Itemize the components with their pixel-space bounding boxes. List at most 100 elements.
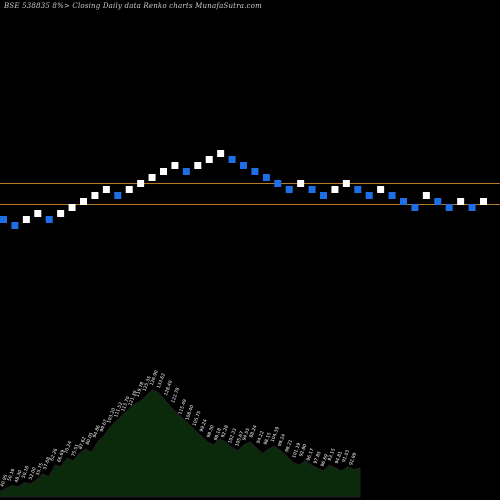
volume-label: 40.95 bbox=[0, 474, 9, 488]
volume-label: 128.40 bbox=[163, 380, 174, 397]
brick-up bbox=[80, 198, 87, 205]
brick-up bbox=[125, 186, 133, 193]
brick-up bbox=[331, 186, 339, 193]
volume-label: 98.18 bbox=[213, 427, 223, 441]
brick-down bbox=[320, 192, 327, 199]
volume-label: 48.30 bbox=[13, 469, 23, 483]
volume-label: 98.21 bbox=[284, 439, 294, 453]
brick-up bbox=[297, 180, 305, 187]
brick-down bbox=[240, 162, 247, 169]
volume-labels: 40.9550.1648.3050.1652.0055.7557.6862.26… bbox=[0, 369, 358, 487]
brick-up bbox=[137, 180, 145, 187]
brick-down bbox=[11, 222, 19, 229]
volume-label: 121.30 bbox=[127, 390, 138, 407]
brick-up bbox=[377, 186, 385, 193]
volume-label: 108.40 bbox=[184, 404, 195, 421]
volume-label: 66.69 bbox=[56, 449, 66, 463]
volume-label: 55.75 bbox=[35, 462, 45, 476]
volume-label: 62.26 bbox=[49, 447, 59, 461]
brick-up bbox=[148, 174, 156, 181]
brick-down bbox=[285, 186, 293, 193]
volume-label: 104.39 bbox=[270, 426, 281, 443]
volume-label: 94.55 bbox=[241, 427, 251, 441]
volume-label: 50.16 bbox=[6, 468, 16, 482]
volume-label: 98.30 bbox=[206, 424, 216, 438]
volume-label: 50.16 bbox=[21, 465, 31, 479]
brick-down bbox=[308, 186, 316, 193]
brick-down bbox=[45, 216, 53, 223]
brick-up bbox=[422, 192, 430, 199]
volume-label: 87.62 bbox=[78, 436, 88, 450]
volume-label: 122.78 bbox=[170, 387, 181, 404]
brick-up bbox=[22, 216, 30, 223]
brick-up bbox=[205, 156, 213, 163]
volume-label: 102.33 bbox=[227, 427, 238, 444]
volume-area bbox=[0, 389, 361, 498]
brick-up bbox=[68, 204, 76, 211]
volume-label: 99.24 bbox=[277, 433, 287, 447]
volume-label: 126.90 bbox=[149, 369, 160, 386]
volume-label: 111.52 bbox=[113, 401, 124, 418]
volume-label: 93.15 bbox=[327, 447, 337, 461]
volume-label: 57.68 bbox=[42, 456, 52, 470]
brick-down bbox=[182, 168, 190, 175]
volume-label: 115.49 bbox=[177, 398, 188, 415]
volume-label: 92.99 bbox=[348, 452, 358, 466]
brick-down bbox=[114, 192, 122, 199]
brick-up bbox=[171, 162, 179, 169]
volume-label: 103.20 bbox=[106, 407, 117, 424]
brick-up bbox=[342, 180, 350, 187]
volume-label: 92.80 bbox=[298, 443, 308, 457]
volume-label: 113.70 bbox=[120, 396, 131, 413]
brick-down bbox=[0, 216, 7, 223]
brick-down bbox=[434, 198, 442, 205]
volume-label: 125.35 bbox=[142, 375, 153, 392]
volume-label: 75.51 bbox=[70, 443, 80, 457]
volume-label: 94.81 bbox=[334, 450, 344, 464]
brick-down bbox=[251, 168, 259, 175]
volume-label: 105.67 bbox=[234, 430, 245, 447]
brick-down bbox=[411, 204, 419, 211]
brick-down bbox=[388, 192, 396, 199]
volume-label: 94.86 bbox=[92, 424, 102, 438]
volume-label: 97.85 bbox=[313, 450, 323, 464]
brick-up bbox=[217, 150, 225, 157]
brick-up bbox=[102, 186, 110, 193]
volume-label: 99.67 bbox=[99, 418, 109, 432]
chart-title: BSE 538835 8%> Closing Daily data Renko … bbox=[4, 2, 262, 10]
brick-up bbox=[480, 198, 487, 205]
volume-label: 98.15 bbox=[263, 432, 273, 446]
brick-up bbox=[57, 210, 65, 217]
brick-down bbox=[262, 174, 270, 181]
brick-down bbox=[354, 186, 362, 193]
volume-area-shape bbox=[0, 389, 361, 498]
brick-up bbox=[194, 162, 202, 169]
volume-label: 96.17 bbox=[305, 447, 315, 461]
volume-label: 119.78 bbox=[135, 381, 146, 398]
volume-label: 52.00 bbox=[28, 466, 38, 480]
volume-label: 105.75 bbox=[191, 410, 202, 427]
volume-label: 80.05 bbox=[85, 432, 95, 446]
brick-down bbox=[228, 156, 236, 163]
volume-label: 99.24 bbox=[199, 418, 209, 432]
brick-down bbox=[274, 180, 282, 187]
volume-label: 70.24 bbox=[63, 440, 73, 454]
brick-up bbox=[457, 198, 465, 205]
brick-down bbox=[445, 204, 453, 211]
brick-up bbox=[160, 168, 167, 175]
volume-label: 96.69 bbox=[320, 453, 330, 467]
volume-label: 94.22 bbox=[256, 430, 266, 444]
volume-label: 133.62 bbox=[156, 372, 167, 389]
volume-label: 88.24 bbox=[248, 424, 258, 438]
brick-up bbox=[91, 192, 99, 199]
volume-label: 91.03 bbox=[341, 449, 351, 463]
brick-down bbox=[468, 204, 476, 211]
volume-label: 92.28 bbox=[220, 424, 230, 438]
brick-down bbox=[365, 192, 373, 199]
brick-up bbox=[34, 210, 42, 217]
volume-label: 101.19 bbox=[291, 442, 302, 459]
renko-bricks bbox=[0, 150, 487, 229]
brick-down bbox=[400, 198, 407, 205]
